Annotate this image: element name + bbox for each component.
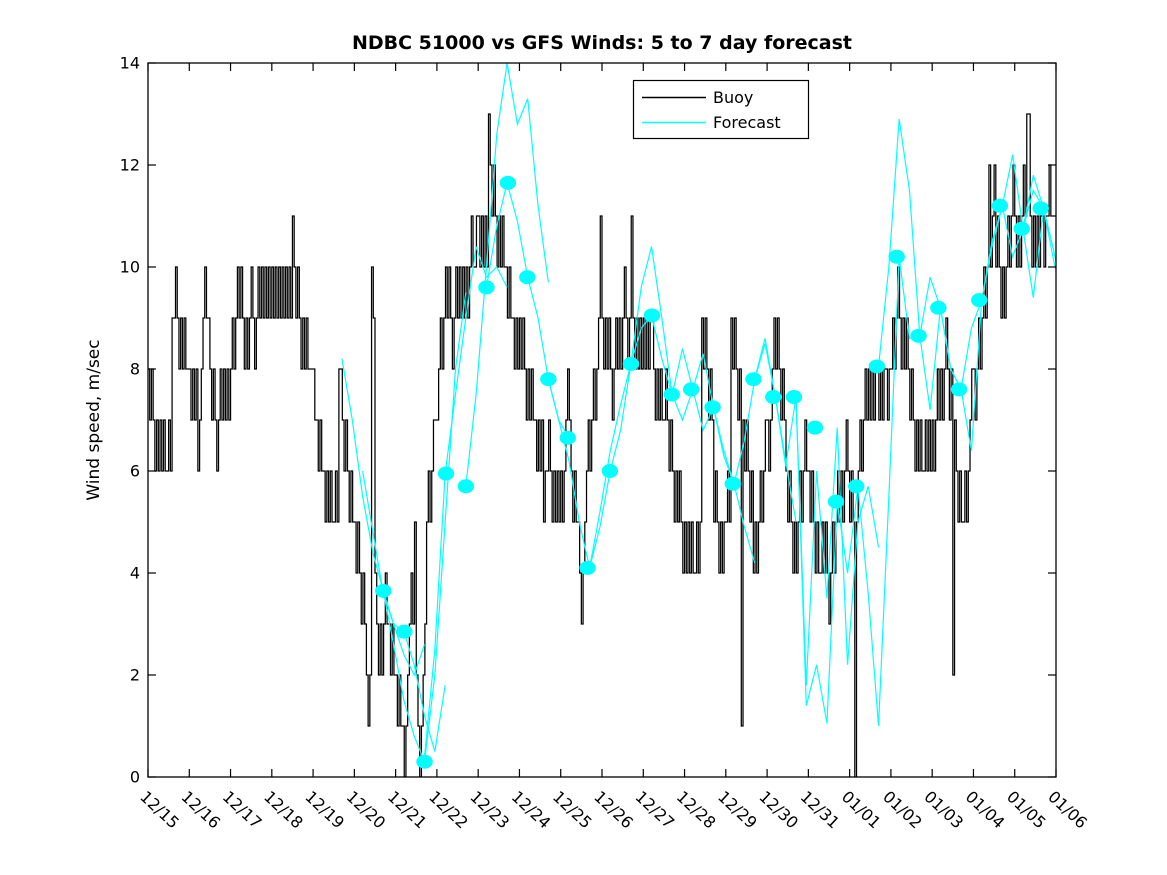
forecast-point-dot xyxy=(971,293,988,308)
forecast-point-dot xyxy=(765,390,782,405)
forecast-point-dot xyxy=(785,390,803,405)
forecast-point-dot xyxy=(806,420,824,435)
forecast-point-dot xyxy=(991,198,1009,213)
x-tick-label: 12/20 xyxy=(343,787,390,832)
forecast-point-dot xyxy=(848,479,865,494)
x-tick-label: 01/04 xyxy=(962,787,1009,832)
forecast-segment-line xyxy=(960,188,1045,451)
x-tick-label: 01/02 xyxy=(879,787,926,832)
forecast-point-dot xyxy=(910,328,927,343)
forecast-point-dot xyxy=(540,372,557,387)
forecast-point-dot xyxy=(868,359,886,374)
legend-forecast-label: Forecast xyxy=(713,113,781,132)
forecast-point-dot xyxy=(579,560,596,575)
x-tick-label: 12/21 xyxy=(384,787,431,832)
y-tick-label: 10 xyxy=(120,258,140,277)
forecast-point-dot xyxy=(499,175,517,190)
x-tick-label: 01/03 xyxy=(920,787,967,832)
y-tick-label: 4 xyxy=(130,564,140,583)
forecast-point-dot xyxy=(682,382,700,397)
forecast-point-dot xyxy=(704,400,721,415)
forecast-point-dot xyxy=(375,583,392,598)
forecast-point-dot xyxy=(724,476,742,491)
x-tick-label: 12/19 xyxy=(301,787,348,832)
forecast-segment-line xyxy=(712,338,797,523)
forecast-point-dot xyxy=(519,270,536,285)
x-tick-label: 12/23 xyxy=(466,787,513,832)
forecast-segment-line xyxy=(382,292,467,762)
forecast-point-dot xyxy=(1032,201,1049,216)
x-tick-label: 12/17 xyxy=(219,787,266,832)
x-tick-label: 12/18 xyxy=(260,787,307,832)
forecast-point-dot xyxy=(643,308,661,323)
forecast-segment-line xyxy=(465,63,549,487)
y-tick-label: 2 xyxy=(130,666,140,685)
forecast-point-dot xyxy=(1013,221,1030,236)
x-tick-label: 12/26 xyxy=(590,787,637,832)
forecast-segment-line xyxy=(919,205,1003,392)
x-tick-label: 12/16 xyxy=(178,787,225,832)
y-tick-label: 0 xyxy=(130,768,140,787)
forecast-point-dot xyxy=(478,280,495,295)
forecast-segment-line xyxy=(1001,154,1056,298)
forecast-point-dot xyxy=(457,479,474,494)
forecast-point-dot xyxy=(930,300,947,315)
y-tick-label: 6 xyxy=(130,462,140,481)
x-tick-label: 01/06 xyxy=(1044,787,1091,832)
axes: 12/1512/1612/1712/1812/1912/2012/2112/22… xyxy=(120,54,1091,833)
x-tick-label: 12/30 xyxy=(755,787,802,832)
x-tick-label: 12/24 xyxy=(508,787,555,832)
legend-buoy-label: Buoy xyxy=(713,88,753,107)
y-tick-label: 14 xyxy=(120,54,140,73)
plot-area xyxy=(148,63,1056,777)
y-tick-label: 8 xyxy=(130,360,140,379)
legend-box xyxy=(632,79,810,140)
legend: Buoy Forecast xyxy=(632,79,810,140)
forecast-point-dot xyxy=(950,382,968,397)
x-tick-label: 01/05 xyxy=(1003,787,1050,832)
forecast-point-dot xyxy=(663,387,680,402)
forecast-point-dot xyxy=(888,249,905,264)
y-tick-label: 12 xyxy=(120,156,140,175)
x-tick-label: 12/31 xyxy=(797,787,844,832)
x-tick-label: 01/01 xyxy=(838,787,885,832)
forecast-point-dot xyxy=(437,466,455,481)
forecast-segment-line xyxy=(877,119,962,410)
forecast-segment-line xyxy=(795,397,880,686)
x-tick-label: 12/25 xyxy=(549,787,596,832)
forecast-point-dot xyxy=(416,754,433,769)
chart-title: NDBC 51000 vs GFS Winds: 5 to 7 day fore… xyxy=(352,32,852,54)
forecast-segment-line xyxy=(423,246,508,757)
forecast-point-dot xyxy=(827,494,845,509)
forecast-point-dot xyxy=(745,372,762,387)
x-tick-label: 12/27 xyxy=(632,787,679,832)
forecast-point-dot xyxy=(559,430,576,445)
x-tick-label: 12/28 xyxy=(673,787,720,832)
buoy-series-line xyxy=(148,113,1056,777)
x-tick-label: 12/15 xyxy=(136,787,183,832)
forecast-segment-line xyxy=(836,256,920,727)
y-axis-label: Wind speed, m/sec xyxy=(84,339,104,500)
x-tick-label: 12/22 xyxy=(425,787,472,832)
x-tick-label: 12/29 xyxy=(714,787,761,832)
forecast-point-dot xyxy=(396,624,413,639)
forecast-point-dot xyxy=(601,464,619,478)
forecast-segment-line xyxy=(589,314,673,569)
forecast-point-dot xyxy=(622,356,640,371)
